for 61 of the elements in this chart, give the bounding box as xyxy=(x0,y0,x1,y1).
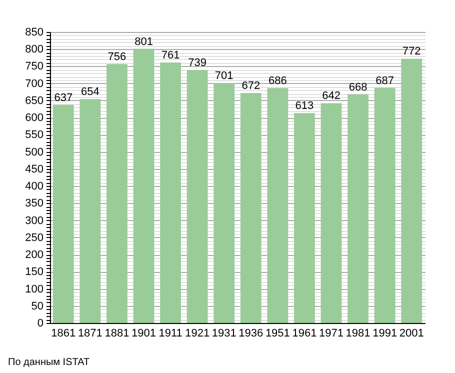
data-label: 739 xyxy=(188,57,206,69)
bar xyxy=(348,94,368,323)
y-tick-label: 450 xyxy=(25,163,44,176)
y-tick-label: 0 xyxy=(37,318,44,330)
data-label: 687 xyxy=(376,74,394,87)
data-label: 637 xyxy=(54,92,73,104)
y-tick-label: 250 xyxy=(25,232,44,244)
x-tick-label: 1901 xyxy=(132,328,156,340)
data-label: 686 xyxy=(268,75,287,88)
x-tick-label: 1951 xyxy=(265,328,290,340)
text: По данным ISTAT xyxy=(8,357,90,368)
y-tick-label: 300 xyxy=(25,214,44,227)
y-tick-label: 350 xyxy=(25,198,44,210)
data-label: 801 xyxy=(134,36,153,48)
y-tick-label: 200 xyxy=(25,249,44,262)
y-tick-label: 400 xyxy=(25,180,44,193)
x-tick-label: 1871 xyxy=(78,328,102,340)
bar xyxy=(401,58,422,323)
bar xyxy=(160,62,181,323)
x-tick-label: 1961 xyxy=(292,328,317,340)
data-label: 761 xyxy=(161,49,180,62)
y-tick-label: 550 xyxy=(25,129,44,142)
bar xyxy=(374,88,396,323)
data-label: 613 xyxy=(295,100,314,112)
y-tick-label: 750 xyxy=(25,60,44,73)
y-tick-label: 700 xyxy=(25,78,44,90)
bar xyxy=(133,48,154,323)
bar xyxy=(320,103,342,323)
x-tick-label: 1911 xyxy=(158,328,182,340)
bar xyxy=(80,99,101,323)
x-tick-label: 1991 xyxy=(372,328,398,340)
x-tick-label: 1931 xyxy=(212,328,236,340)
x-tick-label: 2001 xyxy=(399,328,424,340)
x-tick-label: 1971 xyxy=(319,328,344,340)
x-tick-label: 1881 xyxy=(104,328,130,340)
x-tick-label: 1936 xyxy=(238,328,264,340)
y-tick-label: 150 xyxy=(25,266,44,278)
data-label: 672 xyxy=(242,80,260,92)
y-tick-label: 500 xyxy=(25,146,44,158)
bar xyxy=(106,64,128,323)
bar xyxy=(214,83,235,323)
bar xyxy=(294,113,315,323)
y-tick-label: 50 xyxy=(31,300,44,312)
y-tick-label: 650 xyxy=(25,94,44,107)
data-label: 654 xyxy=(81,86,100,98)
bar xyxy=(267,88,288,323)
data-label: 772 xyxy=(402,46,421,58)
x-tick-label: 1981 xyxy=(346,328,370,340)
y-tick-label: 600 xyxy=(25,112,44,124)
x-tick-label: 1861 xyxy=(51,328,76,340)
data-label: 668 xyxy=(348,81,368,94)
x-tick-label: 1921 xyxy=(185,328,210,340)
bar xyxy=(240,92,262,323)
data-label: 701 xyxy=(214,70,234,82)
data-label: 642 xyxy=(322,90,340,102)
y-tick-label: 850 xyxy=(25,26,44,38)
y-tick-label: 100 xyxy=(25,283,44,296)
bar xyxy=(186,70,208,323)
y-tick-label: 800 xyxy=(25,44,44,56)
data-label: 756 xyxy=(108,51,126,64)
bar xyxy=(52,104,74,323)
